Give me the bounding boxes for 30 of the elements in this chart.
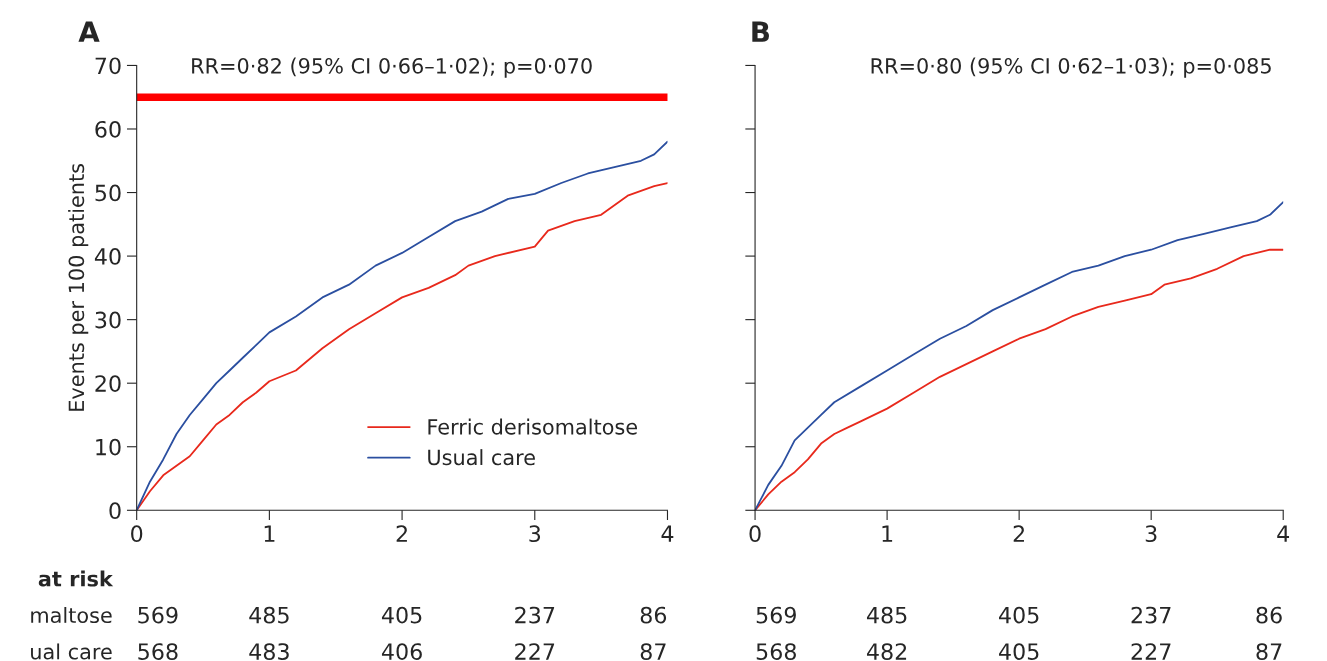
x-tick-label: 4 [1277, 525, 1290, 542]
x-tick-label: 0 [749, 525, 761, 543]
chart-title: A [78, 21, 100, 42]
annotation: RR=0·82 (95% CI 0·66–1·02); p=0·070 [192, 57, 592, 78]
legend-label: Usual care [428, 449, 535, 466]
y-tick-label: 10 [96, 438, 121, 456]
text: maltose 569 485 405 237 86 [31, 606, 667, 624]
x-tick-label: 2 [1013, 525, 1024, 542]
x-tick-label: 0 [131, 525, 143, 543]
x-tick-label: 2 [396, 525, 407, 542]
text: 569 485 405 237 86 [756, 606, 1282, 624]
x-tick-label: 3 [1145, 525, 1157, 543]
y-tick-label: 40 [94, 248, 121, 265]
y-tick-label: 60 [95, 120, 121, 138]
x-tick-label: 4 [661, 525, 674, 542]
text: 568 482 405 227 87 [756, 643, 1282, 660]
text: ual care 568 483 406 227 87 [31, 643, 666, 660]
y-tick-label: 0 [109, 502, 121, 520]
y-tick-label: 20 [95, 375, 121, 392]
x-tick-label: 1 [264, 525, 275, 542]
y-tick-label: 50 [95, 184, 121, 202]
x-tick-label: 1 [882, 525, 893, 542]
x-tick-label: 3 [529, 525, 541, 543]
chart-title: B [752, 21, 769, 42]
text: at risk [38, 570, 114, 587]
y-axis-title: Events per 100 patients [68, 164, 89, 411]
annotation: RR=0·80 (95% CI 0·62–1·03); p=0·085 [871, 57, 1271, 78]
y-tick-label: 30 [95, 311, 121, 329]
legend-label: Ferric derisomaltose [428, 418, 638, 435]
y-tick-label: 70 [95, 57, 121, 75]
